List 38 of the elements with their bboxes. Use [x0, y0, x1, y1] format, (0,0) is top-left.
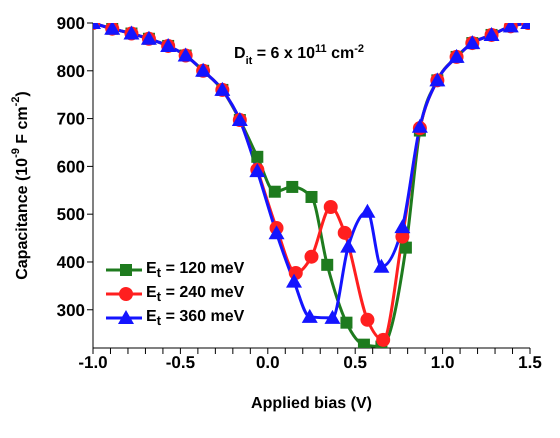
- point: [394, 219, 410, 234]
- point: [324, 200, 338, 214]
- y-tick-label: 400: [56, 253, 85, 272]
- point: [412, 118, 428, 133]
- point: [373, 258, 390, 273]
- x-tick-label: 1.5: [518, 353, 542, 372]
- x-tick-label: -1.0: [78, 353, 108, 372]
- x-axis-title: Applied bias (V): [251, 395, 372, 412]
- x-tick-label: -0.5: [166, 353, 196, 372]
- point: [324, 310, 340, 324]
- y-tick-label: 600: [56, 157, 85, 176]
- point: [338, 226, 352, 240]
- legend-label: E$_{t}$ = 120 meV: [146, 260, 244, 280]
- point: [286, 180, 298, 193]
- legend-label: E$_{t}$ = 240 meV: [146, 284, 244, 304]
- point: [400, 242, 412, 254]
- point: [268, 186, 281, 198]
- point: [376, 332, 390, 347]
- y-tick-label: 900: [56, 14, 85, 34]
- y-tick-label: 700: [56, 110, 85, 129]
- annotation: D$_{it}$ = 6 x 10$^{11}$ cm$^{-2}$: [234, 43, 364, 67]
- point: [286, 274, 302, 288]
- point: [306, 190, 318, 203]
- point: [340, 316, 352, 329]
- x-tick-label: 0.5: [343, 353, 368, 372]
- legend-label: E$_{t}$ = 360 meV: [146, 308, 244, 328]
- point: [340, 238, 356, 253]
- point: [268, 225, 285, 240]
- y-tick-label: 500: [56, 205, 85, 224]
- point: [251, 150, 264, 163]
- point: [304, 250, 318, 264]
- y-tick-label: 300: [56, 300, 85, 320]
- point: [302, 308, 318, 323]
- point: [360, 312, 374, 327]
- x-tick-label: 1.0: [430, 353, 454, 372]
- point: [321, 258, 334, 271]
- x-tick-label: 0.0: [256, 353, 280, 372]
- y-tick-label: 800: [56, 62, 85, 81]
